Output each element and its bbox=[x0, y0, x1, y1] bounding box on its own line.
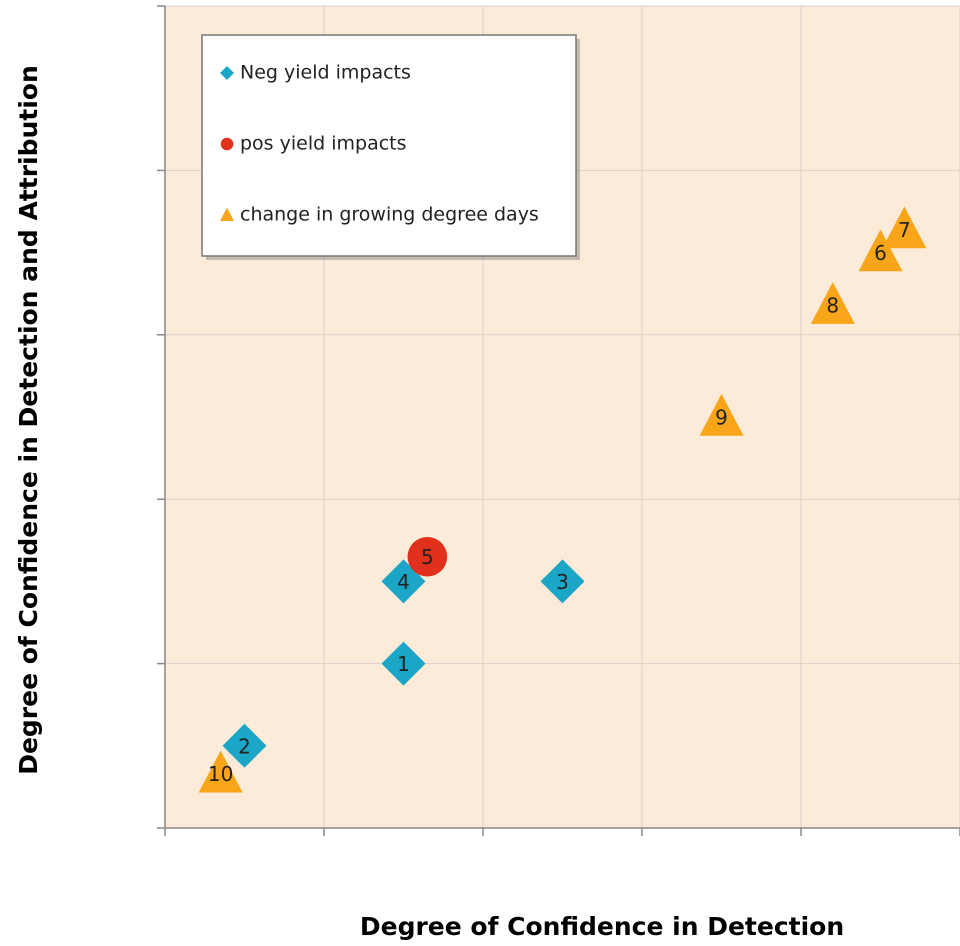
y-axis-title: Degree of Confidence in Detection and At… bbox=[14, 65, 43, 775]
triangle-marker bbox=[220, 207, 234, 221]
triangle-marker bbox=[882, 206, 927, 249]
point-label: 5 bbox=[421, 545, 434, 569]
circle-marker bbox=[407, 536, 448, 577]
x-axis-title: Degree of Confidence in Detection bbox=[360, 912, 844, 941]
legend-label: change in growing degree days bbox=[240, 204, 539, 226]
triangle-marker bbox=[810, 282, 855, 324]
diamond-marker bbox=[381, 641, 426, 686]
diamond-marker bbox=[220, 66, 234, 80]
legend: Neg yield impacts pos yield impacts change… bbox=[201, 34, 580, 260]
diamond-marker bbox=[222, 723, 267, 768]
point-label: 2 bbox=[238, 734, 251, 758]
point-label: 8 bbox=[826, 294, 839, 318]
point-label: 4 bbox=[397, 570, 410, 594]
point-label: 10 bbox=[208, 762, 233, 786]
triangle-marker bbox=[198, 750, 243, 793]
triangle-marker bbox=[858, 229, 903, 272]
point-label: 1 bbox=[397, 652, 410, 676]
legend-box bbox=[201, 34, 577, 257]
legend-label: pos yield impacts bbox=[240, 133, 407, 155]
point-label: 3 bbox=[556, 570, 569, 594]
point-label: 9 bbox=[715, 406, 728, 430]
point-label: 7 bbox=[898, 218, 911, 242]
diamond-marker bbox=[540, 559, 585, 604]
legend-label: Neg yield impacts bbox=[240, 62, 411, 84]
circle-marker bbox=[220, 137, 234, 151]
triangle-marker bbox=[699, 393, 744, 436]
